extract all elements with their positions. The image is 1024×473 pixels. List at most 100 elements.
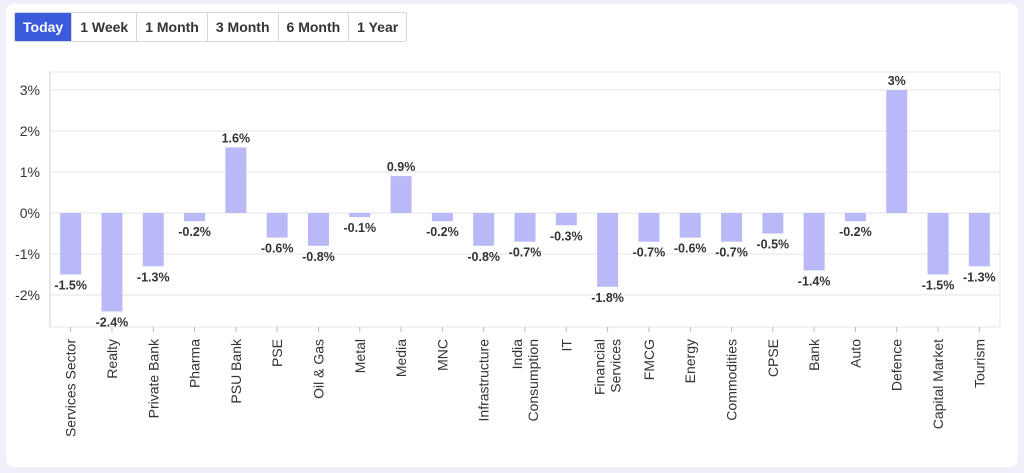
bar <box>101 213 123 312</box>
chart-card <box>6 4 1018 467</box>
tab-6-month[interactable]: 6 Month <box>279 13 350 41</box>
bar <box>349 213 371 218</box>
data-label: -0.7% <box>633 246 666 260</box>
x-tick-label: Private Bank <box>145 338 161 418</box>
tab-1-year[interactable]: 1 Year <box>357 19 399 35</box>
bar <box>60 213 82 275</box>
bar <box>803 213 825 271</box>
period-tabs: Today 1 Week 1 Month 3 Month 6 Month 1 Year <box>14 12 408 42</box>
x-tick-label-line: Capital Market <box>930 339 946 429</box>
x-tick-label: PSE <box>269 339 285 367</box>
x-tick-label-line: Private Bank <box>145 338 161 418</box>
bar <box>927 213 949 275</box>
bar <box>597 213 619 287</box>
x-tick-label-line: Realty <box>104 339 120 379</box>
bar <box>638 213 660 242</box>
data-label: -0.2% <box>178 225 211 239</box>
x-tick-label-line: MNC <box>434 339 450 371</box>
data-label: -1.3% <box>963 270 996 284</box>
bar <box>473 213 495 246</box>
y-tick-label: 2% <box>20 123 40 139</box>
y-tick-label: 1% <box>20 164 40 180</box>
data-label: -0.7% <box>509 246 542 260</box>
x-tick-label: Pharma <box>187 339 203 388</box>
x-tick-label: Metal <box>352 339 368 373</box>
y-tick-label: 3% <box>20 82 40 98</box>
bar <box>307 213 329 246</box>
x-tick-label-line: Financial <box>592 339 608 395</box>
x-tick-label-line: Defence <box>889 339 905 391</box>
data-label: -0.2% <box>426 225 459 239</box>
x-tick-label: Infrastructure <box>476 339 492 422</box>
bar <box>225 147 247 213</box>
x-tick-label: PSU Bank <box>228 338 244 404</box>
x-tick-label-line: Pharma <box>187 339 203 388</box>
bar <box>514 213 536 242</box>
bar <box>844 213 866 222</box>
x-tick-label-line: Oil & Gas <box>310 339 326 399</box>
x-tick-label: Commodities <box>724 339 740 421</box>
x-tick-label: Defence <box>889 339 905 391</box>
x-tick-label-line: Bank <box>806 338 822 371</box>
x-tick-label: Media <box>393 339 409 377</box>
x-tick-label-line: FMCG <box>641 339 657 380</box>
x-tick-label-line: Auto <box>847 339 863 368</box>
data-label: -0.1% <box>343 221 376 235</box>
bar <box>886 90 908 213</box>
y-tick-label: 0% <box>20 205 40 221</box>
x-tick-label: IndiaConsumption <box>509 339 541 422</box>
x-tick-label-line: India <box>509 339 525 370</box>
data-label: -0.2% <box>839 225 872 239</box>
bar <box>555 213 577 226</box>
bar <box>968 213 990 267</box>
x-tick-label-line: Infrastructure <box>476 339 492 422</box>
x-tick-label: Tourism <box>971 339 987 388</box>
x-tick-label-line: Energy <box>682 339 698 383</box>
bar <box>679 213 701 238</box>
tab-today[interactable]: Today <box>15 13 73 41</box>
x-tick-label-line: IT <box>558 339 574 352</box>
data-label: -0.8% <box>467 250 500 264</box>
x-tick-label: Oil & Gas <box>310 339 326 399</box>
x-tick-label: MNC <box>434 339 450 371</box>
x-tick-label: Auto <box>847 339 863 368</box>
x-tick-label: Bank <box>806 338 822 371</box>
data-label: -0.6% <box>674 242 707 256</box>
data-label: -1.4% <box>798 274 831 288</box>
data-label: 0.9% <box>387 160 416 174</box>
y-tick-label: -1% <box>15 246 40 262</box>
data-label: -0.3% <box>550 229 583 243</box>
tab-1-week[interactable]: 1 Week <box>72 13 138 41</box>
x-tick-label: Energy <box>682 339 698 383</box>
data-label: -0.6% <box>261 242 294 256</box>
x-tick-label-line: Services Sector <box>63 339 79 437</box>
x-tick-label-line: PSU Bank <box>228 338 244 404</box>
data-label: -1.5% <box>54 279 87 293</box>
x-tick-label-line: Tourism <box>971 339 987 388</box>
x-tick-label: FinancialServices <box>592 339 624 395</box>
data-label: 3% <box>888 74 906 88</box>
bar <box>390 176 412 213</box>
data-label: 1.6% <box>222 131 251 145</box>
bar <box>266 213 288 238</box>
tab-1-month[interactable]: 1 Month <box>137 13 208 41</box>
x-tick-label: IT <box>558 339 574 352</box>
data-label: -1.8% <box>591 291 624 305</box>
bar <box>762 213 784 234</box>
bar <box>721 213 743 242</box>
x-tick-label-line: Commodities <box>724 339 740 421</box>
bar <box>142 213 164 267</box>
x-tick-label: FMCG <box>641 339 657 380</box>
data-label: -0.5% <box>756 238 789 252</box>
bar <box>184 213 206 222</box>
x-tick-label-line: Media <box>393 339 409 377</box>
data-label: -1.3% <box>137 270 170 284</box>
y-tick-label: -2% <box>15 287 40 303</box>
x-tick-label: Realty <box>104 339 120 379</box>
x-tick-label: Services Sector <box>63 339 79 437</box>
x-tick-label-line: CPSE <box>765 339 781 377</box>
x-tick-label: CPSE <box>765 339 781 377</box>
x-tick-label-line: Services <box>608 339 624 393</box>
tab-3-month[interactable]: 3 Month <box>208 13 279 41</box>
